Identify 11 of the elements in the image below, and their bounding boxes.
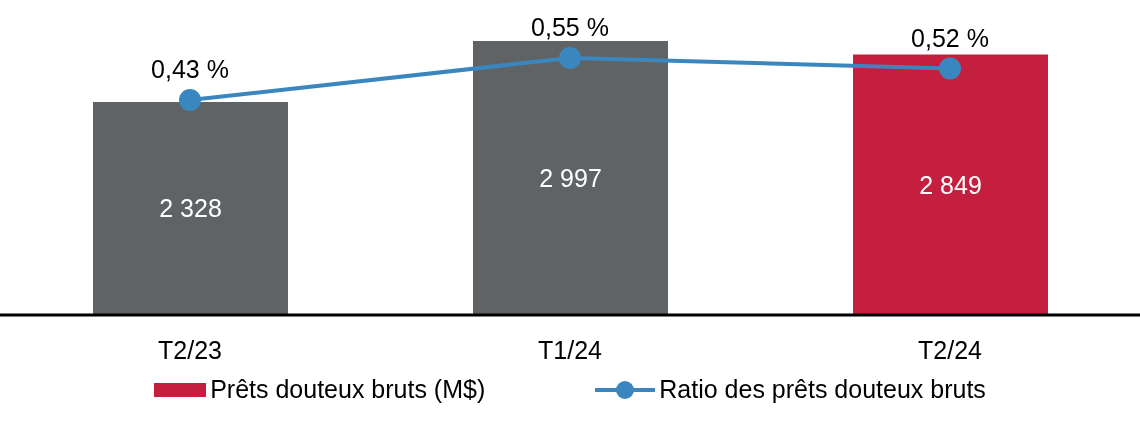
data-label: 0,43 % bbox=[151, 55, 229, 83]
data-label: 2 849 bbox=[919, 170, 982, 199]
data-label: 0,55 % bbox=[531, 13, 609, 41]
x-tick-label: T2/24 bbox=[918, 335, 983, 364]
legend-label: Ratio des prêts douteux bruts bbox=[659, 375, 986, 404]
x-tick-label: T1/24 bbox=[538, 335, 603, 364]
data-label: 2 997 bbox=[539, 163, 602, 192]
data-label: 0,52 % bbox=[911, 23, 989, 52]
x-tick-label: T2/23 bbox=[158, 335, 222, 364]
data-label: 2 328 bbox=[159, 194, 222, 223]
legend-label: Prêts douteux bruts (M$) bbox=[210, 375, 486, 404]
